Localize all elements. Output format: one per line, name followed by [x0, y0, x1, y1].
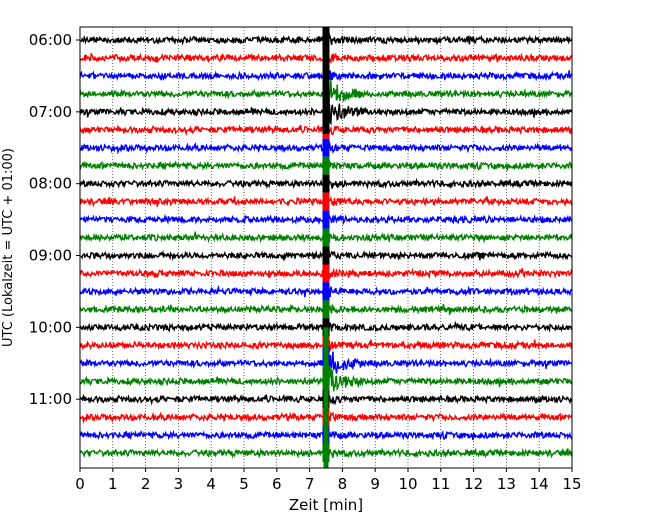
plot-frame [79, 26, 573, 469]
y-tick-label: 07:00 [29, 103, 72, 121]
y-tick-label: 09:00 [29, 247, 72, 265]
x-tick-label: 5 [239, 475, 249, 493]
event-markers [322, 27, 330, 468]
x-tick-label: 13 [497, 475, 516, 493]
y-tick-label: 08:00 [29, 175, 72, 193]
event-spike [322, 138, 330, 157]
x-tick-label: 0 [75, 475, 85, 493]
x-axis-ticks: 0 1 2 3 4 5 6 7 8 9 10 11 12 13 14 15 [75, 468, 582, 493]
x-tick-label: 9 [370, 475, 380, 493]
x-tick-label: 1 [108, 475, 118, 493]
x-tick-label: 6 [272, 475, 282, 493]
x-tick-label: 2 [141, 475, 151, 493]
x-axis-label: Zeit [min] [289, 496, 363, 514]
event-spike [322, 282, 330, 301]
event-spike [322, 210, 330, 229]
event-spike [322, 264, 330, 283]
x-tick-label: 11 [431, 475, 450, 493]
x-tick-label: 4 [206, 475, 216, 493]
x-tick-label: 8 [338, 475, 348, 493]
y-axis-ticks: 06:00 07:00 08:00 09:00 10:00 11:00 [29, 31, 80, 408]
y-tick-label: 06:00 [29, 31, 72, 49]
event-spike [322, 156, 330, 175]
event-spike [322, 246, 330, 265]
event-spike [322, 192, 330, 211]
y-axis-label: UTC (Lokalzeit = UTC + 01:00) [1, 148, 16, 347]
y-tick-label: 10:00 [29, 318, 72, 336]
event-band-top [322, 27, 330, 134]
x-tick-label: 10 [398, 475, 417, 493]
x-tick-label: 3 [174, 475, 184, 493]
event-spike [322, 228, 330, 247]
x-tick-label: 7 [305, 475, 315, 493]
x-tick-label: 15 [562, 475, 581, 493]
x-tick-label: 14 [530, 475, 549, 493]
x-tick-label: 12 [464, 475, 483, 493]
event-band-bottom [323, 327, 329, 468]
y-tick-label: 11:00 [29, 390, 72, 408]
event-spike [322, 300, 330, 319]
event-spike [322, 174, 330, 193]
